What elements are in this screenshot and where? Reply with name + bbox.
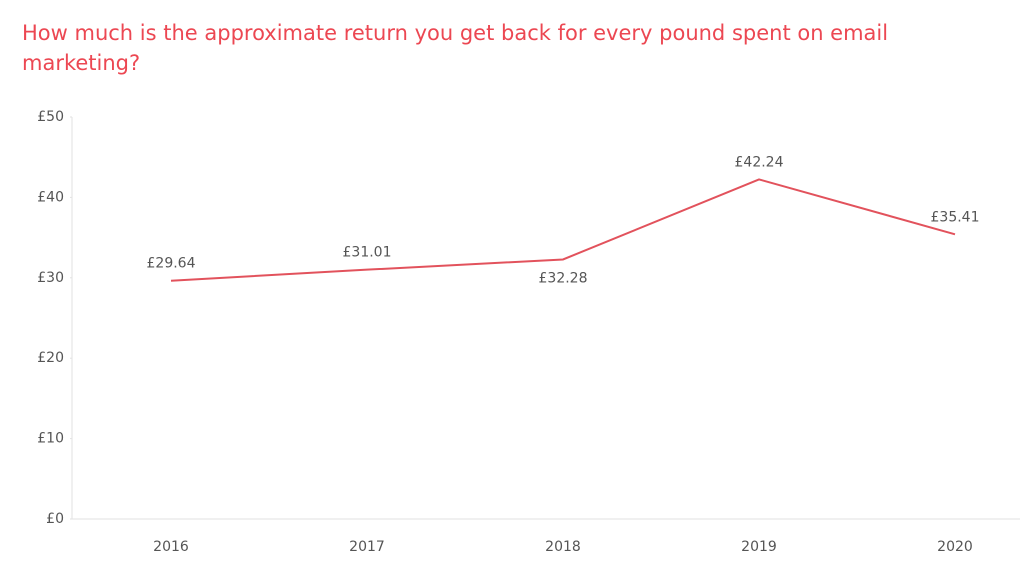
data-label: £42.24 — [735, 154, 784, 170]
y-tick-label: £20 — [37, 350, 64, 366]
y-tick-label: £0 — [46, 511, 64, 527]
data-label: £31.01 — [343, 245, 392, 261]
data-line — [170, 178, 956, 282]
y-tick-label: £50 — [37, 109, 64, 125]
data-label: £32.28 — [539, 270, 588, 286]
x-tick-label: 2016 — [153, 539, 189, 555]
x-tick-label: 2020 — [937, 539, 973, 555]
y-tick-label: £30 — [37, 270, 64, 286]
data-label: £35.41 — [931, 209, 980, 225]
y-tick-label: £10 — [37, 431, 64, 447]
data-label: £29.64 — [147, 256, 196, 272]
x-tick-label: 2018 — [545, 539, 581, 555]
chart-title: How much is the approximate return you g… — [22, 21, 889, 75]
x-tick-label: 2017 — [349, 539, 385, 555]
x-tick-label: 2019 — [741, 539, 777, 555]
y-tick-label: £40 — [37, 189, 64, 205]
